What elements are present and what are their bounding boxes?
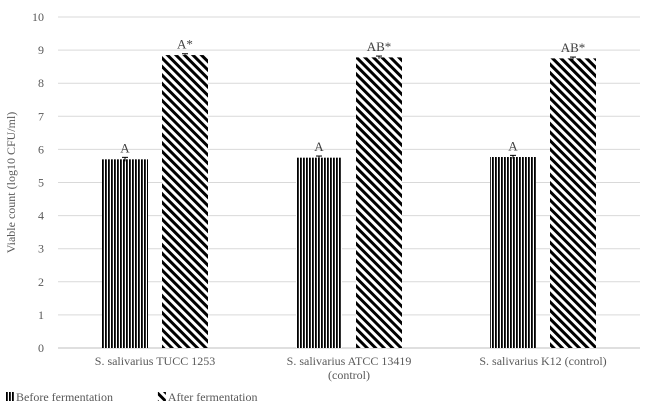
y-tick-label: 9 [38,43,44,57]
y-tick-label: 0 [38,341,44,355]
bar [296,157,342,348]
y-tick-label: 6 [38,142,44,156]
y-axis-title: Viable count (log10 CFU/ml) [4,112,18,254]
data-label: A [508,138,518,153]
data-label: AB* [561,40,586,55]
y-tick-label: 5 [38,176,44,190]
category-label-line: S. salivarius K12 (control) [479,354,606,368]
category-label: S. salivarius ATCC 13419 (control) [287,354,412,382]
category-label-line: S. salivarius TUCC 1253 [95,354,215,368]
bar [490,157,536,348]
bar [162,55,208,348]
bar [102,159,148,348]
legend-label: Before fermentation [16,390,113,404]
bars: A A* A AB* A AB* [102,37,596,349]
legend: Before fermentation After fermentation [6,390,258,404]
y-tick-label: 3 [38,242,44,256]
category-label-line: (control) [328,368,370,382]
category-label: S. salivarius TUCC 1253 [95,354,215,368]
bar [550,58,596,348]
category-labels: S. salivarius TUCC 1253 S. salivarius ATC… [95,354,607,382]
y-tick-label: 4 [38,209,44,223]
y-tick-label: 2 [38,275,44,289]
data-label: A* [177,37,193,52]
gridlines [58,16,640,349]
data-label: A [120,140,130,155]
legend-swatch [6,392,14,401]
y-tick-label: 8 [38,76,44,90]
data-label: A [314,139,324,154]
category-label-line: S. salivarius ATCC 13419 [287,354,412,368]
data-label: AB* [367,39,392,54]
y-tick-labels: 0 1 2 3 4 5 6 7 8 9 10 [32,10,44,355]
bar [356,57,402,349]
legend-swatch [157,392,166,401]
y-tick-label: 10 [32,10,44,24]
category-label: S. salivarius K12 (control) [479,354,606,368]
y-tick-label: 7 [38,109,44,123]
y-tick-label: 1 [38,308,44,322]
legend-label: After fermentation [168,390,258,404]
